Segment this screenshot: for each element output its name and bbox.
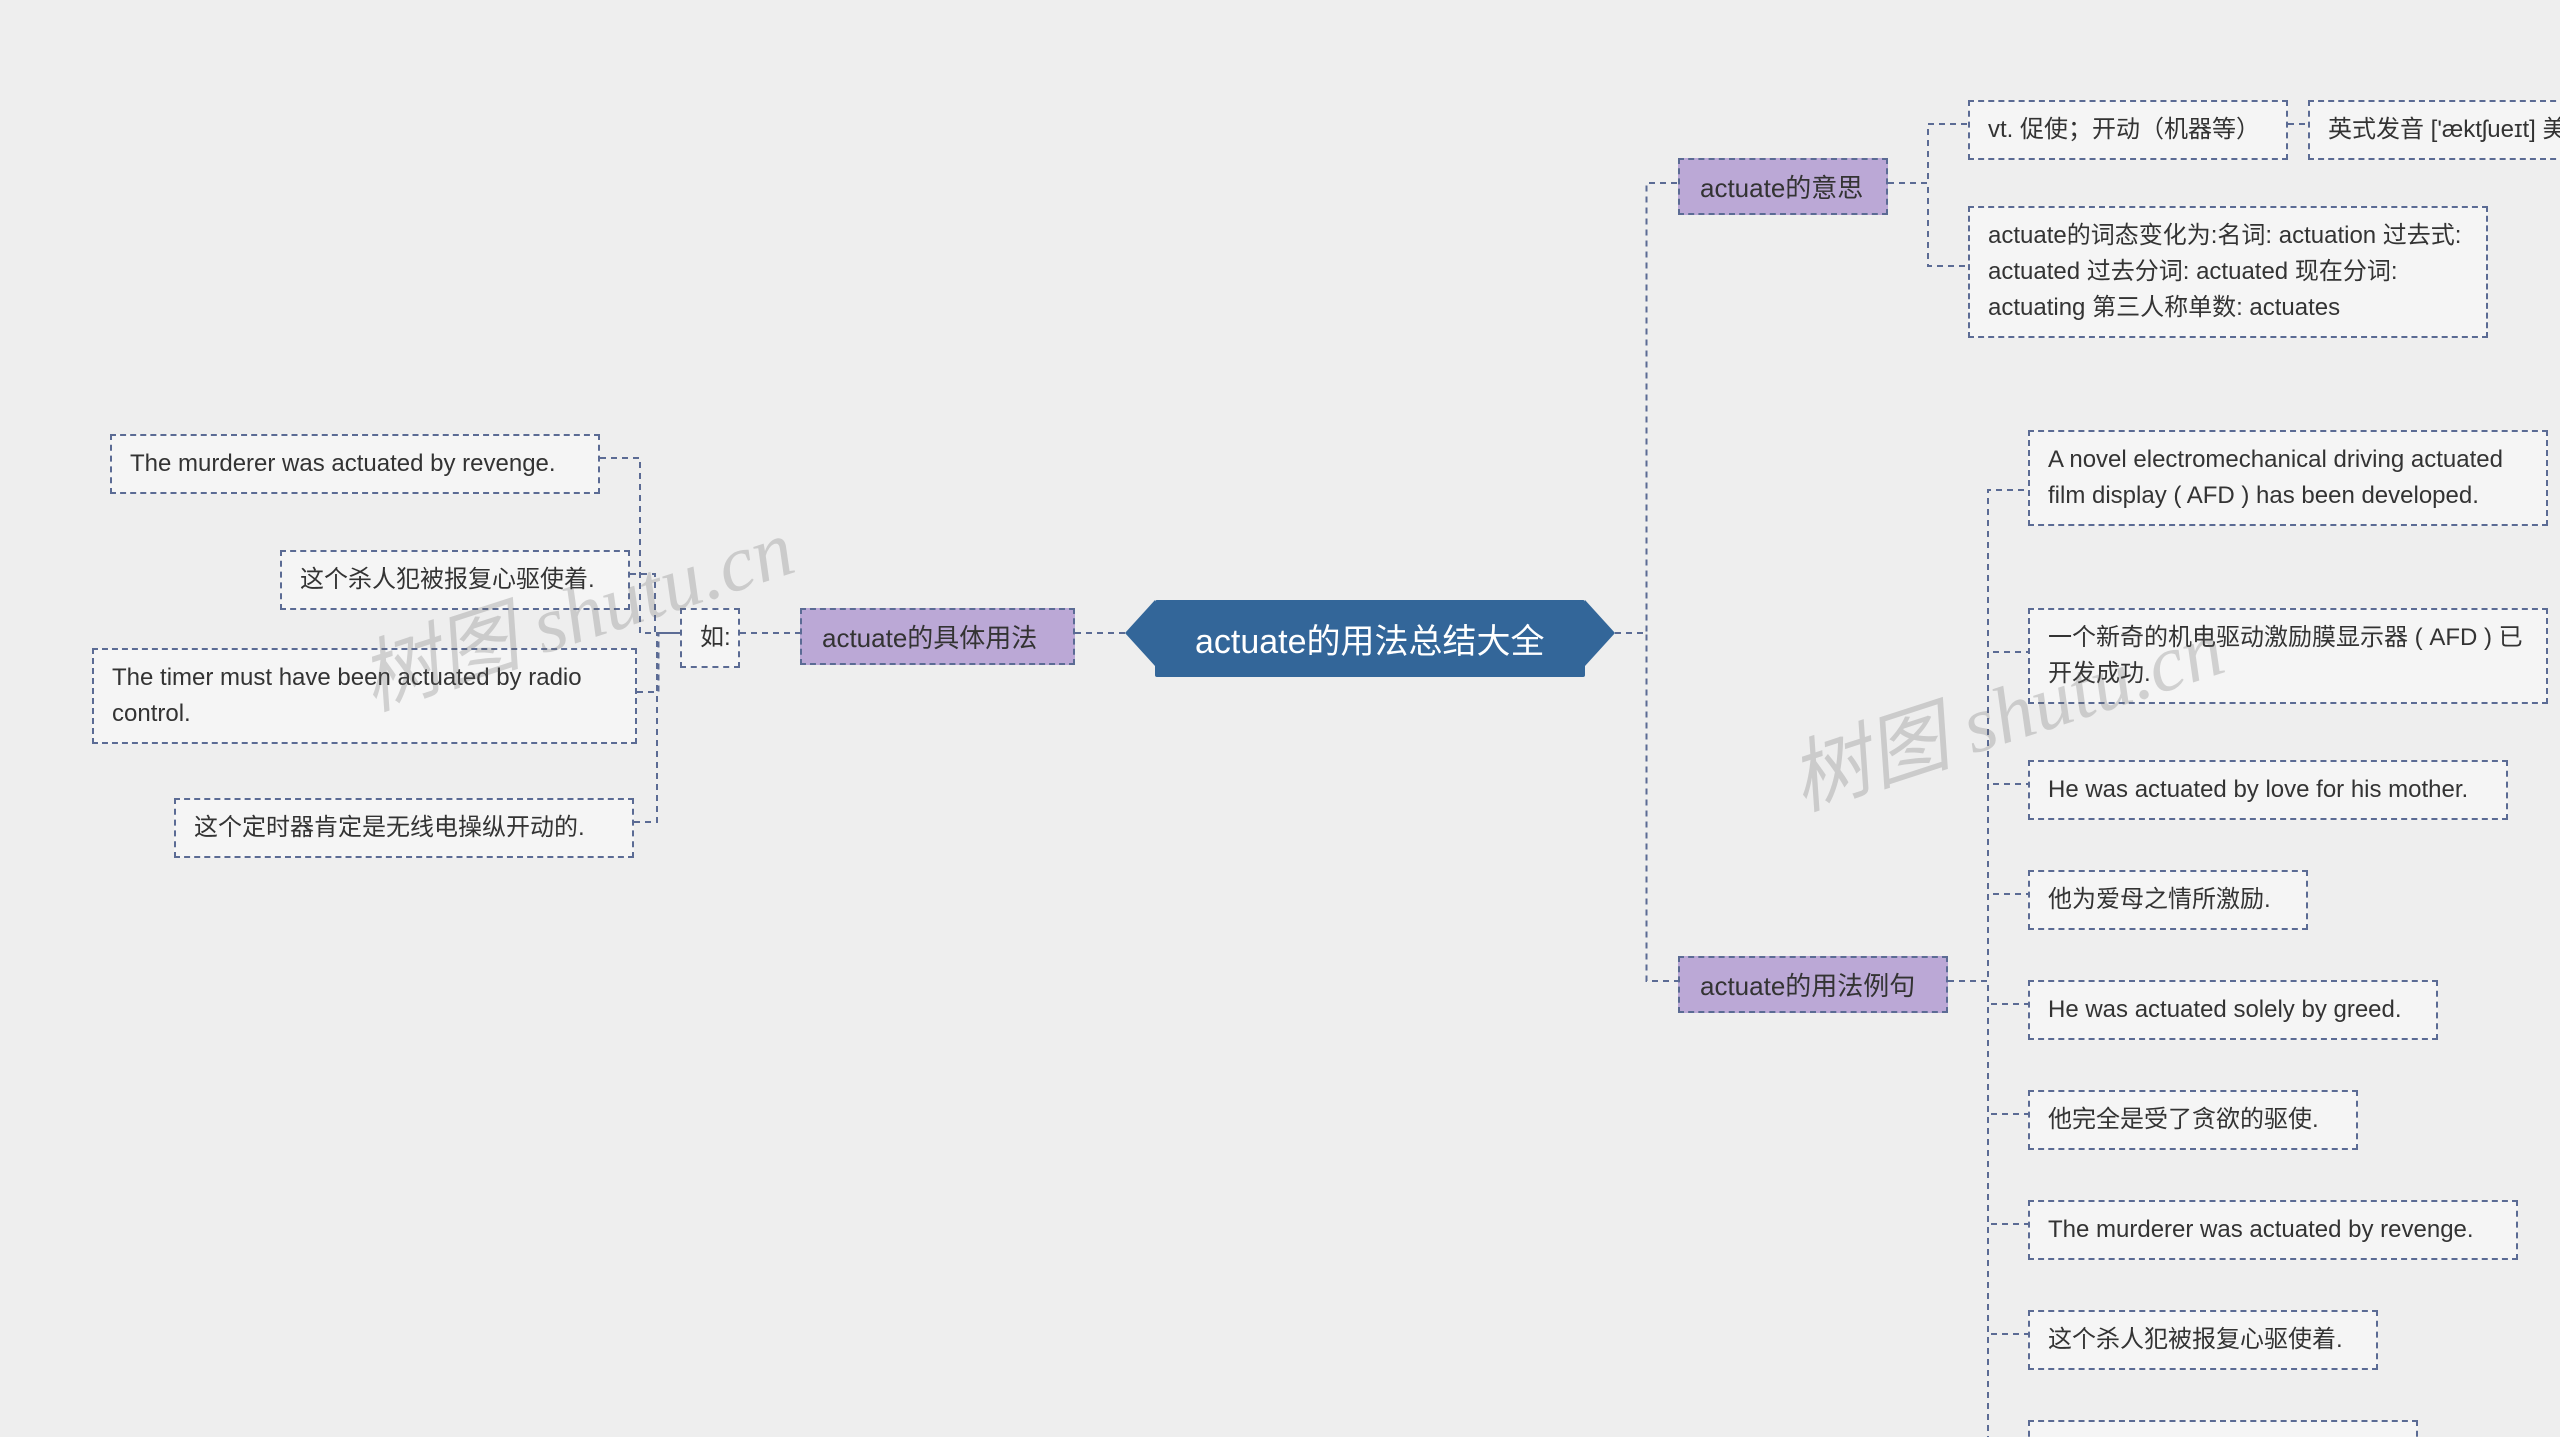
leaf-u3: The timer must have been actuated by rad… (92, 648, 637, 744)
branch-b_examples[interactable]: actuate的用法例句 (1678, 956, 1948, 1013)
leaf-m1p: 英式发音 ['æktʃueɪt] 美式发音 ['æktʃueɪt] (2308, 100, 2560, 160)
leaf-m2: actuate的词态变化为:名词: actuation 过去式: actuate… (1968, 206, 2488, 338)
branch-b_usage[interactable]: actuate的具体用法 (800, 608, 1075, 665)
branch-b_meaning[interactable]: actuate的意思 (1678, 158, 1888, 215)
leaf-e1: A novel electromechanical driving actuat… (2028, 430, 2548, 526)
leaf-u2: 这个杀人犯被报复心驱使着. (280, 550, 630, 610)
leaf-u1: The murderer was actuated by revenge. (110, 434, 600, 494)
leaf-m1: vt. 促使；开动（机器等） (1968, 100, 2288, 160)
leaf-e4: 他为爱母之情所激励. (2028, 870, 2308, 930)
leaf-e9: They were actuated by desire... (2028, 1420, 2418, 1437)
leaf-e8: 这个杀人犯被报复心驱使着. (2028, 1310, 2378, 1370)
leaf-e2: 一个新奇的机电驱动激励膜显示器 ( AFD ) 已开发成功. (2028, 608, 2548, 704)
root-node[interactable]: actuate的用法总结大全 (1155, 600, 1585, 677)
leaf-u4: 这个定时器肯定是无线电操纵开动的. (174, 798, 634, 858)
leaf-e7: The murderer was actuated by revenge. (2028, 1200, 2518, 1260)
leaf-e5: He was actuated solely by greed. (2028, 980, 2438, 1040)
leaf-e6: 他完全是受了贪欲的驱使. (2028, 1090, 2358, 1150)
leaf-e3: He was actuated by love for his mother. (2028, 760, 2508, 820)
leaf-u_ru: 如: (680, 608, 740, 668)
